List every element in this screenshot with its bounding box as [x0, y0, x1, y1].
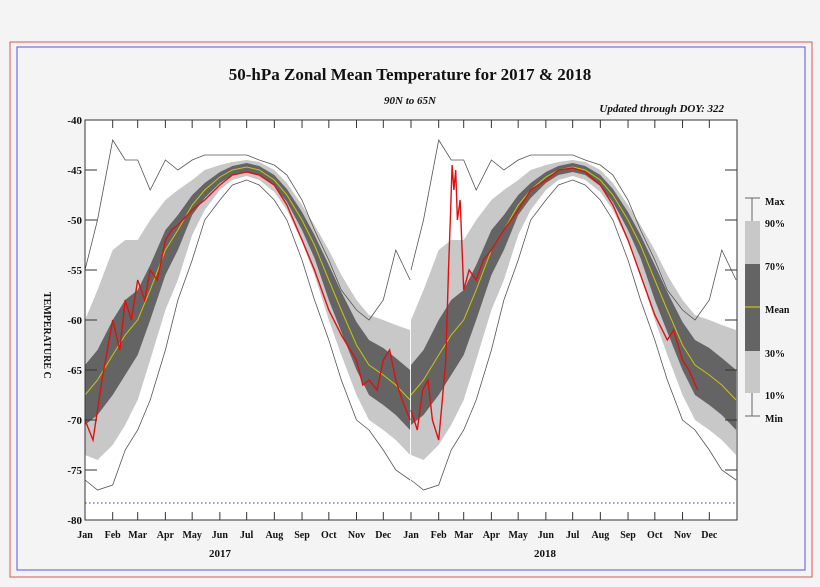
- min-line-2017: [84, 179, 411, 491]
- x-tick-label: Oct: [647, 530, 663, 541]
- band-30-70-2018: [411, 163, 737, 430]
- x-tick-label: May: [182, 530, 201, 541]
- x-tick-label: Apr: [483, 530, 501, 541]
- updated-note: Updated through DOY: 322: [599, 103, 724, 115]
- x-tick-label: Jun: [212, 530, 229, 541]
- max-line-2017: [84, 138, 411, 321]
- mean-line-2018: [410, 166, 737, 401]
- axes: -40 -45 -50 -55 -60 -65 -70 -75 -80 Jan Feb Mar Apr M…: [67, 115, 737, 541]
- x-tick-label: May: [508, 530, 527, 541]
- outer-frame: [9, 41, 813, 578]
- legend-p30: 30%: [765, 349, 785, 360]
- y-tick-label: -75: [67, 465, 82, 477]
- y-tick-label: -40: [67, 115, 82, 127]
- x-tick-label: Jul: [566, 530, 580, 541]
- x-tick-label: Jun: [538, 530, 555, 541]
- inner-frame: [16, 46, 806, 571]
- x-tick-label: Feb: [431, 530, 448, 541]
- x-tick-label: Mar: [454, 530, 473, 541]
- plot-content: [84, 138, 737, 504]
- band-30-70-2017: [85, 163, 411, 430]
- x-tick-label: Jan: [403, 530, 419, 541]
- y-axis-label: TEMPERATURE C: [41, 292, 52, 379]
- legend-min: Min: [765, 414, 783, 425]
- y-tick-label: -80: [67, 515, 82, 527]
- chart-subtitle: 90N to 65N: [384, 95, 437, 107]
- y-tick-label: -70: [67, 415, 82, 427]
- series-line-2017: [84, 171, 411, 443]
- x-tick-label: Mar: [128, 530, 147, 541]
- x-tick-label: Dec: [375, 530, 392, 541]
- year-label-2017: 2017: [209, 548, 232, 560]
- legend-p70: 70%: [765, 262, 785, 273]
- x-tick-label: Nov: [674, 530, 691, 541]
- x-tick-label: Aug: [591, 530, 609, 541]
- series-line-2018: [410, 164, 699, 441]
- min-line-2018: [410, 179, 737, 491]
- x-tick-label: Feb: [105, 530, 122, 541]
- mean-line-2017: [84, 166, 411, 401]
- chart-title: 50-hPa Zonal Mean Temperature for 2017 &…: [229, 65, 592, 84]
- x-tick-label: Nov: [348, 530, 365, 541]
- max-line-2018: [410, 138, 737, 321]
- legend-p10: 10%: [765, 391, 785, 402]
- y-tick-label: -60: [67, 315, 82, 327]
- y-tick-label: -55: [67, 265, 82, 277]
- x-tick-label: Jan: [77, 530, 93, 541]
- year-label-2018: 2018: [534, 548, 557, 560]
- legend-mean: Mean: [765, 305, 790, 316]
- x-tick-label: Dec: [701, 530, 718, 541]
- x-tick-label: Apr: [157, 530, 175, 541]
- y-tick-label: -50: [67, 215, 82, 227]
- x-tick-label: Aug: [265, 530, 283, 541]
- x-tick-label: Oct: [321, 530, 337, 541]
- x-tick-label: Jul: [240, 530, 254, 541]
- legend-max: Max: [765, 197, 784, 208]
- x-tick-label: Sep: [620, 530, 636, 541]
- x-tick-label: Sep: [294, 530, 310, 541]
- legend-p90: 90%: [765, 219, 785, 230]
- legend: Max 90% 70% Mean 30% 10% Min: [745, 197, 790, 425]
- y-tick-label: -45: [67, 165, 82, 177]
- y-tick-label: -65: [67, 365, 82, 377]
